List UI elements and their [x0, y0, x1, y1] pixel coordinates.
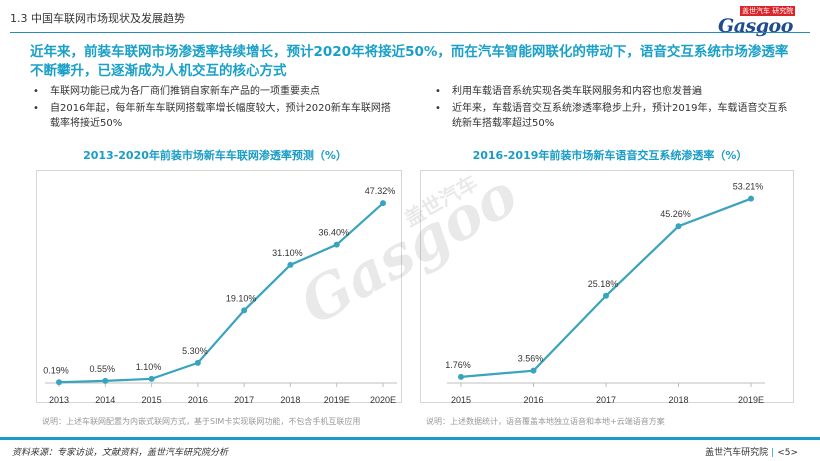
chart-title-right: 2016-2019年前装市场新车语音交互系统渗透率（%） — [472, 149, 748, 162]
data-label: 25.18% — [588, 279, 619, 289]
series-line — [58, 202, 384, 384]
bullet-marker: • — [33, 103, 39, 114]
data-label: 0.55% — [90, 364, 116, 374]
x-tick-label: 2018 — [668, 395, 688, 405]
data-label: 19.10% — [226, 293, 257, 303]
bullet-marker: • — [435, 103, 441, 114]
bullet-marker: • — [435, 86, 441, 97]
bullet-text: 车联网功能已成为各厂商们推销自家新车产品的一项重要卖点 — [50, 86, 320, 97]
data-label: 1.76% — [445, 360, 471, 370]
data-label: 36.40% — [318, 228, 349, 238]
data-point — [56, 379, 62, 386]
chart-note-left: 说明：上述车联网配置为内嵌式联网方式，基于SIM卡实现联网功能，不包含手机互联应… — [42, 417, 361, 426]
bullet-item: • 自2016年起，每年新车车联网搭载率增长幅度较大，预计2020新车车联网搭载率… — [30, 101, 400, 131]
data-label: 47.32% — [365, 186, 396, 196]
data-point — [194, 359, 201, 366]
data-point — [458, 373, 464, 380]
x-tick-label: 2020E — [370, 395, 396, 405]
x-tick-label: 2017 — [596, 395, 616, 405]
x-tick-label: 2016 — [523, 395, 543, 405]
bullet-item: • 近年来，车载语音交互系统渗透率稳步上升，预计2019年，车载语音交互系统新车搭… — [432, 101, 794, 131]
data-point — [148, 375, 155, 382]
headline: 近年来，前装车联网市场渗透率持续增长，预计2020年将接近50%，而在汽车智能网… — [30, 44, 789, 79]
bullet-item: • 利用车载语音系统实现各类车联网服务和内容也愈发普遍 — [432, 84, 794, 99]
bullet-item: • 车联网功能已成为各厂商们推销自家新车产品的一项重要卖点 — [30, 84, 400, 99]
chart-panel-left: 2013 2014 2015 2016 2017 2018 2019E 2020E 0.19% 0… — [36, 170, 402, 405]
data-point — [748, 195, 754, 202]
footer: 资料来源：专家访谈，文献资料，盖世汽车研究院分析 盖世汽车研究院 | <5> — [0, 437, 820, 461]
data-label: 5.30% — [182, 346, 208, 356]
data-point — [530, 367, 537, 374]
x-tick-label: 2016 — [188, 395, 208, 405]
bullet-marker: • — [33, 86, 39, 97]
telematics-penetration-chart: 2013 2014 2015 2016 2017 2018 2019E 2020E 0.19% 0… — [43, 186, 397, 405]
data-point — [603, 292, 609, 299]
logo-tag: 盖世汽车 研究院 — [740, 6, 796, 16]
chart-note-right: 说明：上述数据统计，语音覆盖本地独立语音和本地+云端语音方案 — [426, 417, 665, 426]
x-tick-label: 2018 — [280, 395, 300, 405]
footer-org-name: 盖世汽车研究院 — [705, 448, 769, 458]
x-tick-label: 2017 — [234, 395, 254, 405]
footer-org: 盖世汽车研究院 | <5> — [705, 445, 798, 458]
chart-panel-right: 2015 2016 2017 2018 2019E 1.76% 3.56% 25.18% 45.… — [420, 170, 794, 405]
bullet-list-right: • 利用车载语音系统实现各类车联网服务和内容也愈发普遍 • 近年来，车载语音交互系统… — [432, 84, 794, 133]
x-tick-label: 2015 — [451, 395, 471, 405]
data-label: 1.10% — [136, 362, 162, 372]
data-point — [333, 241, 340, 248]
header-divider — [10, 32, 810, 33]
bullet-list-left: • 车联网功能已成为各厂商们推销自家新车产品的一项重要卖点 • 自2016年起，每年… — [30, 84, 400, 133]
page-number: <5> — [777, 448, 798, 458]
data-label: 53.21% — [733, 182, 764, 192]
bullet-text: 近年来，车载语音交互系统渗透率稳步上升，预计2019年，车载语音交互系统新车搭载… — [452, 103, 788, 129]
x-tick-label: 2015 — [142, 395, 162, 405]
gasgoo-logo: 盖世汽车 研究院 Gasgoo — [718, 6, 796, 37]
x-tick-label: 2013 — [49, 395, 69, 405]
data-point — [287, 261, 294, 268]
voice-interaction-penetration-chart: 2015 2016 2017 2018 2019E 1.76% 3.56% 25.18% 45.… — [445, 182, 765, 405]
data-label: 45.26% — [660, 209, 691, 219]
data-label: 31.10% — [272, 248, 303, 258]
data-point — [102, 377, 109, 384]
data-label: 3.56% — [518, 354, 544, 364]
bullet-text: 利用车载语音系统实现各类车联网服务和内容也愈发普遍 — [452, 86, 702, 97]
logo-tag-text: 盖世汽车 — [742, 7, 770, 15]
logo-tag-sub: 研究院 — [772, 7, 794, 15]
x-tick-label: 2019E — [738, 395, 764, 405]
section-title: 1.3 中国车联网市场现状及发展趋势 — [10, 12, 185, 25]
data-point — [241, 307, 248, 314]
data-point — [380, 200, 386, 207]
data-point — [675, 223, 682, 230]
footer-separator: | — [771, 448, 775, 458]
x-tick-label: 2014 — [95, 395, 115, 405]
x-tick-label: 2019E — [324, 395, 350, 405]
bullet-text: 自2016年起，每年新车车联网搭载率增长幅度较大，预计2020新车车联网搭载率将… — [50, 103, 391, 129]
data-label: 0.19% — [43, 365, 69, 375]
logo-word: Gasgoo — [718, 15, 793, 37]
footer-source: 资料来源：专家访谈，文献资料，盖世汽车研究院分析 — [12, 448, 229, 458]
chart-title-left: 2013-2020年前装市场新车车联网渗透率预测（%） — [83, 149, 347, 162]
